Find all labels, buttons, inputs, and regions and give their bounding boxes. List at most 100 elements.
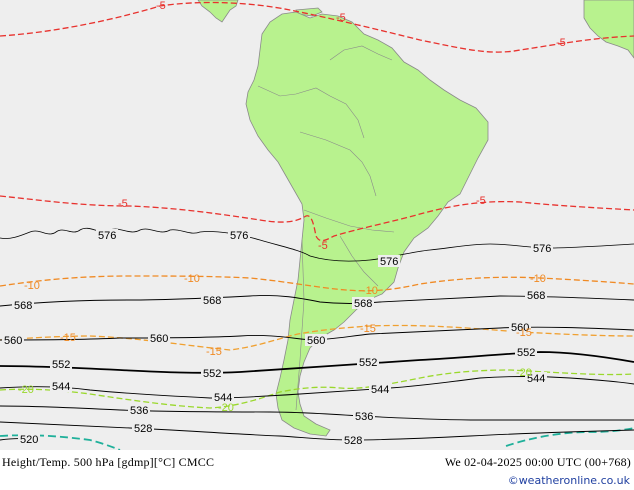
credit-link[interactable]: ©weatheronline.co.uk bbox=[507, 474, 630, 487]
isotherm-minus25-se bbox=[505, 427, 634, 447]
isotherm-minus5-south bbox=[0, 195, 634, 242]
border-line bbox=[299, 131, 377, 197]
label-bg bbox=[201, 367, 223, 379]
label-bg bbox=[128, 404, 150, 416]
contour-536 bbox=[0, 405, 634, 421]
contour-label-576: 576 bbox=[98, 230, 116, 242]
isotherm-label-minus5: -5 bbox=[318, 240, 328, 252]
contour-label-568: 568 bbox=[203, 295, 221, 307]
isotherm-minus10 bbox=[0, 275, 634, 292]
isotherm-label-minus15: -15 bbox=[360, 323, 376, 335]
label-bg bbox=[148, 332, 170, 344]
map-title: Height/Temp. 500 hPa [gdmp][°C] CMCC bbox=[2, 455, 215, 469]
forecast-timestamp: We 02-04-2025 00:00 UTC (00+768) bbox=[444, 455, 631, 469]
isotherm-label-minus20: -20 bbox=[218, 402, 234, 414]
label-bg bbox=[228, 229, 250, 241]
map-footer bbox=[0, 450, 634, 490]
contour-label-560: 560 bbox=[4, 335, 22, 347]
border-line bbox=[303, 209, 395, 233]
contour-label-552: 552 bbox=[52, 359, 70, 371]
isotherm-label-minus15: -15 bbox=[60, 332, 76, 344]
contour-label-536: 536 bbox=[130, 405, 148, 417]
contour-552 bbox=[0, 351, 634, 374]
isotherm-label-minus10: -10 bbox=[362, 285, 378, 297]
label-bg bbox=[378, 255, 400, 267]
contour-label-568: 568 bbox=[527, 290, 545, 302]
contour-label-560: 560 bbox=[511, 322, 529, 334]
label-bg bbox=[212, 391, 234, 403]
isotherm-label-minus20: -20 bbox=[516, 367, 532, 379]
contour-label-544: 544 bbox=[527, 373, 545, 385]
label-bg bbox=[2, 334, 24, 346]
height-labels: 576 576 576 576 568 568 568 568 560 560 … bbox=[4, 230, 551, 447]
contour-576-east bbox=[309, 243, 634, 262]
label-bg bbox=[525, 289, 547, 301]
contour-label-528: 528 bbox=[134, 423, 152, 435]
contour-label-576: 576 bbox=[533, 243, 551, 255]
label-bg bbox=[515, 346, 537, 358]
border-line bbox=[339, 235, 379, 287]
isotherm-label-minus5: -5 bbox=[476, 195, 486, 207]
contour-label-520: 520 bbox=[20, 434, 38, 446]
isotherm-label-minus15: -15 bbox=[206, 346, 222, 358]
contour-label-576: 576 bbox=[380, 256, 398, 268]
label-bg bbox=[357, 356, 379, 368]
label-bg bbox=[50, 380, 72, 392]
isotherm-label-minus5: -5 bbox=[556, 37, 566, 49]
isotherm-label-minus10: -10 bbox=[24, 280, 40, 292]
central-america-land bbox=[197, 0, 239, 23]
isotherm-label-minus5: -5 bbox=[118, 198, 128, 210]
temperature-isotherms bbox=[0, 1, 634, 450]
contour-label-544: 544 bbox=[52, 381, 70, 393]
label-bg bbox=[201, 294, 223, 306]
label-bg bbox=[305, 334, 327, 346]
contour-label-560: 560 bbox=[307, 335, 325, 347]
contour-528 bbox=[0, 421, 634, 441]
isotherm-label-minus5: -5 bbox=[336, 12, 346, 24]
label-bg bbox=[50, 358, 72, 370]
map-svg: 576 576 576 576 568 568 568 568 560 560 … bbox=[0, 0, 634, 450]
label-bg bbox=[369, 383, 391, 395]
isotherm-label-minus15: -15 bbox=[516, 327, 532, 339]
contour-label-536: 536 bbox=[355, 411, 373, 423]
contour-label-528: 528 bbox=[344, 435, 362, 447]
label-backgrounds bbox=[2, 229, 553, 446]
label-bg bbox=[525, 372, 547, 384]
contour-label-576: 576 bbox=[230, 230, 248, 242]
isotherm-label-minus20: -20 bbox=[18, 384, 34, 396]
land-layer bbox=[197, 0, 634, 437]
temperature-labels: -5 -5 -5 -5 -5 -5 -10 -10 -10 -10 -15 -1… bbox=[18, 0, 566, 414]
contour-label-568: 568 bbox=[14, 300, 32, 312]
map-area: 576 576 576 576 568 568 568 568 560 560 … bbox=[0, 0, 634, 450]
label-bg bbox=[509, 321, 531, 333]
south-america-land bbox=[245, 11, 489, 437]
label-bg bbox=[342, 434, 364, 446]
label-bg bbox=[12, 299, 34, 311]
label-bg bbox=[531, 242, 553, 254]
isotherm-label-minus10: -10 bbox=[184, 273, 200, 285]
contour-568 bbox=[0, 295, 634, 307]
africa-land bbox=[583, 0, 634, 59]
country-borders bbox=[257, 45, 395, 411]
contour-label-560: 560 bbox=[150, 333, 168, 345]
isotherm-label-minus10: -10 bbox=[530, 273, 546, 285]
contour-label-552: 552 bbox=[203, 368, 221, 380]
isotherm-label-minus5: -5 bbox=[156, 0, 166, 12]
height-contours bbox=[0, 227, 634, 441]
contour-label-552: 552 bbox=[359, 357, 377, 369]
contour-label-568: 568 bbox=[354, 298, 372, 310]
contour-label-552: 552 bbox=[517, 347, 535, 359]
isotherm-minus20 bbox=[0, 369, 634, 409]
label-bg bbox=[353, 410, 375, 422]
label-bg bbox=[18, 433, 40, 445]
contour-label-544: 544 bbox=[214, 392, 232, 404]
border-line bbox=[329, 45, 393, 61]
label-bg bbox=[96, 229, 118, 241]
border-line bbox=[295, 239, 305, 411]
contour-544 bbox=[0, 376, 634, 399]
isotherm-minus5-north bbox=[0, 1, 634, 53]
label-bg bbox=[352, 297, 374, 309]
label-bg bbox=[132, 422, 154, 434]
border-line bbox=[257, 85, 365, 139]
